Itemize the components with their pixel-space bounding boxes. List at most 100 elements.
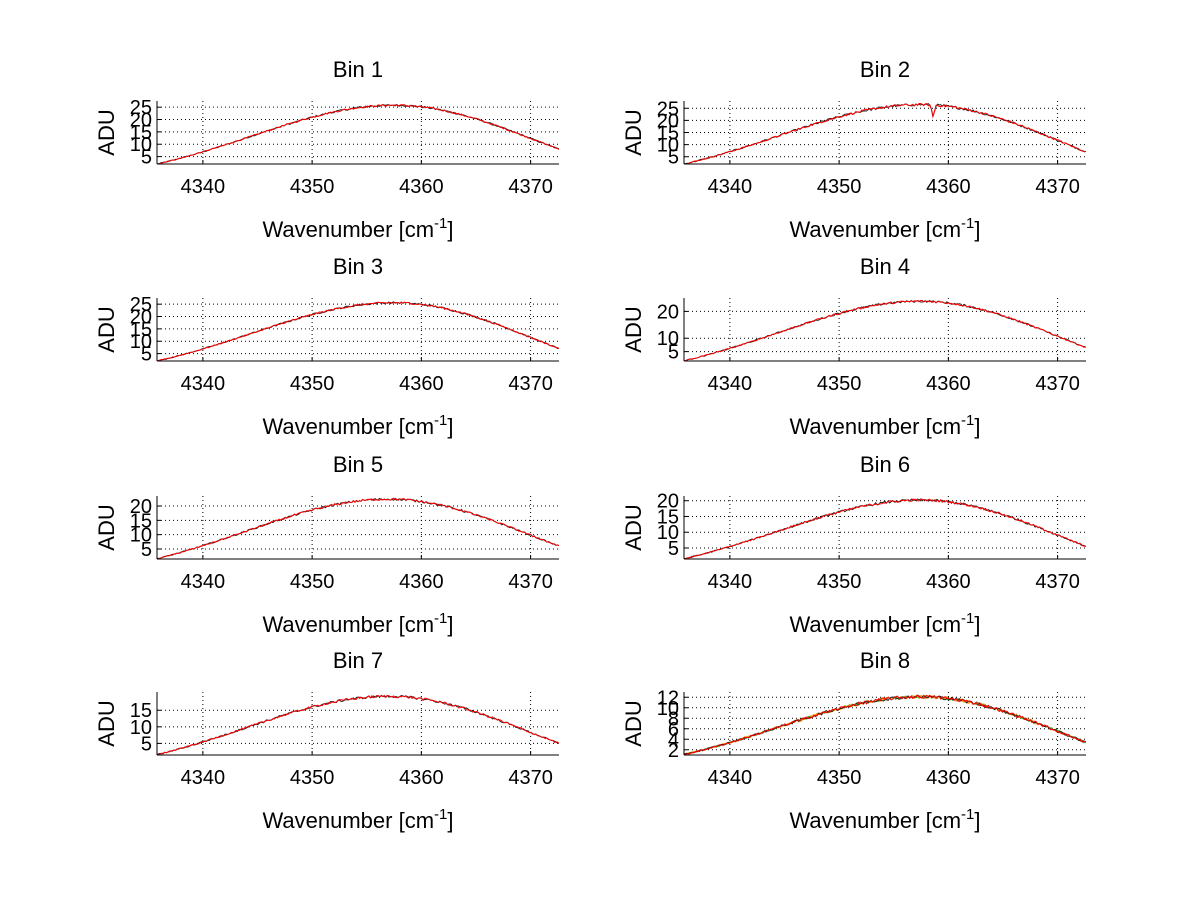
y-axis-label: ADU: [621, 109, 646, 155]
x-axis-label-superscript: -1: [434, 806, 447, 823]
y-tick-label: 20: [130, 496, 152, 518]
y-tick-label: 10: [130, 525, 152, 547]
chart-title: Bin 4: [860, 254, 910, 279]
y-tick-label: 5: [141, 539, 152, 561]
y-tick-label: 25: [130, 97, 152, 119]
y-tick-label: 10: [130, 331, 152, 353]
y-tick-label: 25: [130, 294, 152, 316]
series-trace-red: [157, 301, 559, 361]
y-tick-label: 20: [130, 307, 152, 329]
x-tick-label: 4360: [399, 176, 444, 198]
x-tick-label: 4350: [290, 571, 335, 593]
x-tick-label: 4340: [708, 767, 753, 789]
series-trace-dark: [157, 694, 559, 755]
x-tick-label: 4340: [708, 571, 753, 593]
x-tick-label: 4340: [181, 373, 226, 395]
y-tick-label: 10: [657, 135, 679, 157]
x-axis-label-superscript: -1: [961, 806, 974, 823]
y-tick-label: 5: [668, 342, 679, 364]
x-axis-label: Wavenumber [cm-1]: [262, 610, 453, 637]
series-trace-red: [684, 299, 1086, 361]
y-tick-label: 5: [141, 733, 152, 755]
x-tick-label: 4360: [926, 571, 971, 593]
series-trace-green: [684, 694, 1086, 755]
x-tick-label: 4340: [181, 571, 226, 593]
x-tick-label: 4350: [290, 373, 335, 395]
y-tick-label: 5: [668, 147, 679, 169]
x-tick-label: 4360: [926, 373, 971, 395]
x-axis-label: Wavenumber [cm-1]: [789, 412, 980, 439]
y-tick-label: 20: [130, 110, 152, 132]
x-axis-label-end: ]: [447, 217, 453, 242]
x-axis-label: Wavenumber [cm-1]: [262, 412, 453, 439]
x-axis-label-superscript: -1: [434, 412, 447, 429]
y-axis-label: ADU: [94, 306, 119, 352]
y-tick-label: 5: [668, 538, 679, 560]
y-tick-label: 15: [130, 319, 152, 341]
x-axis-label-main: Wavenumber [cm: [262, 612, 434, 637]
y-axis-label: ADU: [621, 700, 646, 746]
y-axis-label: ADU: [94, 700, 119, 746]
series-trace-dark: [684, 498, 1086, 559]
x-axis-label-end: ]: [974, 217, 980, 242]
series-trace-dark: [684, 694, 1086, 755]
chart-title: Bin 1: [333, 57, 383, 82]
x-tick-label: 4370: [508, 767, 553, 789]
series-trace-dark: [157, 301, 559, 361]
series-trace-dark: [684, 102, 1086, 164]
x-axis-label-main: Wavenumber [cm: [262, 414, 434, 439]
x-axis-label: Wavenumber [cm-1]: [789, 806, 980, 833]
x-axis-label-end: ]: [447, 808, 453, 833]
y-tick-label: 10: [130, 717, 152, 739]
x-axis-label-end: ]: [974, 414, 980, 439]
series-trace-dark: [684, 299, 1086, 361]
y-tick-label: 15: [130, 700, 152, 722]
y-tick-label: 8: [668, 708, 679, 730]
y-tick-label: 20: [657, 301, 679, 323]
x-axis-label-main: Wavenumber [cm: [789, 808, 961, 833]
x-axis-label-superscript: -1: [434, 610, 447, 627]
x-tick-label: 4370: [508, 373, 553, 395]
chart-title: Bin 8: [860, 648, 910, 673]
x-tick-label: 4370: [1035, 373, 1080, 395]
x-tick-label: 4350: [817, 767, 862, 789]
x-tick-label: 4350: [290, 176, 335, 198]
x-axis-label-main: Wavenumber [cm: [262, 808, 434, 833]
y-tick-label: 15: [130, 510, 152, 532]
x-tick-label: 4350: [817, 571, 862, 593]
x-tick-label: 4370: [508, 176, 553, 198]
series-trace-red: [684, 103, 1086, 164]
series-trace-red: [684, 498, 1086, 559]
y-axis-label: ADU: [94, 504, 119, 550]
y-tick-label: 15: [657, 506, 679, 528]
y-tick-label: 25: [657, 98, 679, 120]
y-tick-label: 15: [130, 122, 152, 144]
x-tick-label: 4360: [399, 767, 444, 789]
y-tick-label: 20: [657, 110, 679, 132]
y-tick-label: 12: [657, 687, 679, 709]
x-tick-label: 4360: [399, 373, 444, 395]
y-tick-label: 10: [657, 522, 679, 544]
x-axis-label-end: ]: [447, 414, 453, 439]
series-trace-dark: [157, 103, 559, 164]
chart-title: Bin 3: [333, 254, 383, 279]
y-tick-label: 4: [668, 729, 679, 751]
x-axis-label-main: Wavenumber [cm: [789, 414, 961, 439]
y-tick-label: 20: [657, 491, 679, 513]
chart-title: Bin 6: [860, 452, 910, 477]
y-tick-label: 15: [657, 123, 679, 145]
chart-panel-4: Bin 4 4340 4350 4360 4370 510 20 ADU Wavenumber …: [621, 254, 1086, 439]
series-trace-orange: [684, 694, 1086, 755]
x-axis-label-main: Wavenumber [cm: [789, 217, 961, 242]
x-axis-label: Wavenumber [cm-1]: [262, 806, 453, 833]
x-axis-label-end: ]: [974, 612, 980, 637]
x-axis-label-main: Wavenumber [cm: [262, 217, 434, 242]
x-axis-label: Wavenumber [cm-1]: [789, 610, 980, 637]
x-tick-label: 4350: [817, 373, 862, 395]
